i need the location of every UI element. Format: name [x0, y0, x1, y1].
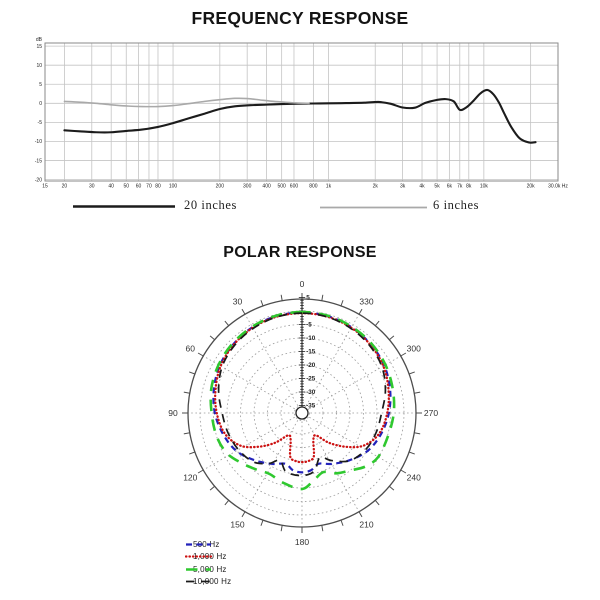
legend-line-10000hz	[186, 580, 211, 583]
svg-text:60: 60	[136, 184, 142, 190]
svg-text:40: 40	[108, 184, 114, 190]
svg-text:5: 5	[306, 295, 310, 302]
legend-label-6-inches: 6 inches	[433, 198, 480, 212]
legend-item-500hz: 500 Hz	[185, 538, 231, 551]
svg-text:0: 0	[39, 101, 42, 107]
svg-text:210: 210	[359, 520, 373, 530]
svg-text:300: 300	[407, 344, 421, 354]
svg-text:-5: -5	[306, 322, 312, 329]
svg-text:10: 10	[36, 63, 42, 69]
svg-text:0: 0	[300, 279, 305, 289]
svg-text:270: 270	[424, 408, 438, 418]
svg-text:30: 30	[233, 296, 243, 306]
svg-text:-20: -20	[306, 362, 316, 369]
svg-text:300: 300	[243, 184, 252, 190]
svg-text:-15: -15	[306, 349, 316, 356]
svg-text:15: 15	[42, 184, 48, 190]
legend-label-10000hz: 10,000 Hz	[193, 577, 232, 587]
svg-text:1k: 1k	[326, 184, 332, 190]
svg-text:50: 50	[123, 184, 129, 190]
svg-text:5: 5	[39, 82, 42, 88]
svg-text:600: 600	[290, 184, 299, 190]
svg-text:90: 90	[168, 408, 178, 418]
legend-line-6-inches	[320, 206, 427, 209]
svg-text:330: 330	[359, 296, 373, 306]
svg-text:180: 180	[295, 537, 309, 547]
legend-line-20-inches	[73, 205, 175, 208]
svg-text:10k: 10k	[480, 184, 489, 190]
svg-text:-10: -10	[35, 139, 42, 145]
legend-line-500hz	[186, 543, 211, 546]
svg-text:5k: 5k	[434, 184, 440, 190]
svg-text:-25: -25	[306, 376, 316, 383]
legend-item-10000hz: 10,000 Hz	[185, 576, 231, 589]
svg-text:400: 400	[262, 184, 271, 190]
svg-text:-20: -20	[35, 177, 42, 183]
svg-text:100: 100	[169, 184, 178, 190]
svg-text:30.0k Hz: 30.0k Hz	[548, 184, 568, 190]
svg-text:15: 15	[36, 44, 42, 50]
svg-text:150: 150	[230, 520, 244, 530]
svg-text:8k: 8k	[466, 184, 472, 190]
svg-text:30: 30	[89, 184, 95, 190]
svg-text:-10: -10	[306, 335, 316, 342]
polar-response-chart: 5 -5 -10 -15 -20 -25 -30 -35 0 30 60 90 120 150 180 210…	[168, 279, 438, 547]
svg-text:dB: dB	[36, 37, 43, 43]
svg-text:60: 60	[186, 344, 196, 354]
svg-text:7k: 7k	[457, 184, 463, 190]
svg-text:-30: -30	[306, 389, 316, 396]
svg-text:70: 70	[146, 184, 152, 190]
svg-text:2k: 2k	[373, 184, 379, 190]
svg-text:-35: -35	[306, 403, 316, 410]
svg-text:200: 200	[216, 184, 225, 190]
svg-text:3k: 3k	[400, 184, 406, 190]
svg-text:-15: -15	[35, 158, 42, 164]
legend-item-5000hz: 5,000 Hz	[185, 563, 231, 576]
svg-text:4k: 4k	[419, 184, 425, 190]
legend-label-20-inches: 20 inches	[184, 198, 237, 212]
svg-text:20k: 20k	[527, 184, 536, 190]
svg-text:800: 800	[309, 184, 318, 190]
svg-text:240: 240	[407, 473, 421, 483]
legend-item-1000hz: 1,000 Hz	[185, 551, 231, 564]
legend-line-1000hz	[185, 555, 212, 558]
svg-text:500: 500	[277, 184, 286, 190]
svg-text:80: 80	[155, 184, 161, 190]
legend-line-5000hz	[186, 567, 211, 571]
svg-text:120: 120	[183, 473, 197, 483]
legend-label-500hz: 500 Hz	[193, 539, 220, 549]
frequency-response-title: FREQUENCY RESPONSE	[191, 8, 409, 28]
polar-response-title: POLAR RESPONSE	[223, 244, 377, 261]
svg-text:6k: 6k	[447, 184, 453, 190]
polar-legend: 500 Hz 1,000 Hz 5,000 Hz 10,000 Hz	[185, 538, 231, 588]
svg-text:-5: -5	[38, 120, 43, 126]
svg-text:20: 20	[62, 184, 68, 190]
